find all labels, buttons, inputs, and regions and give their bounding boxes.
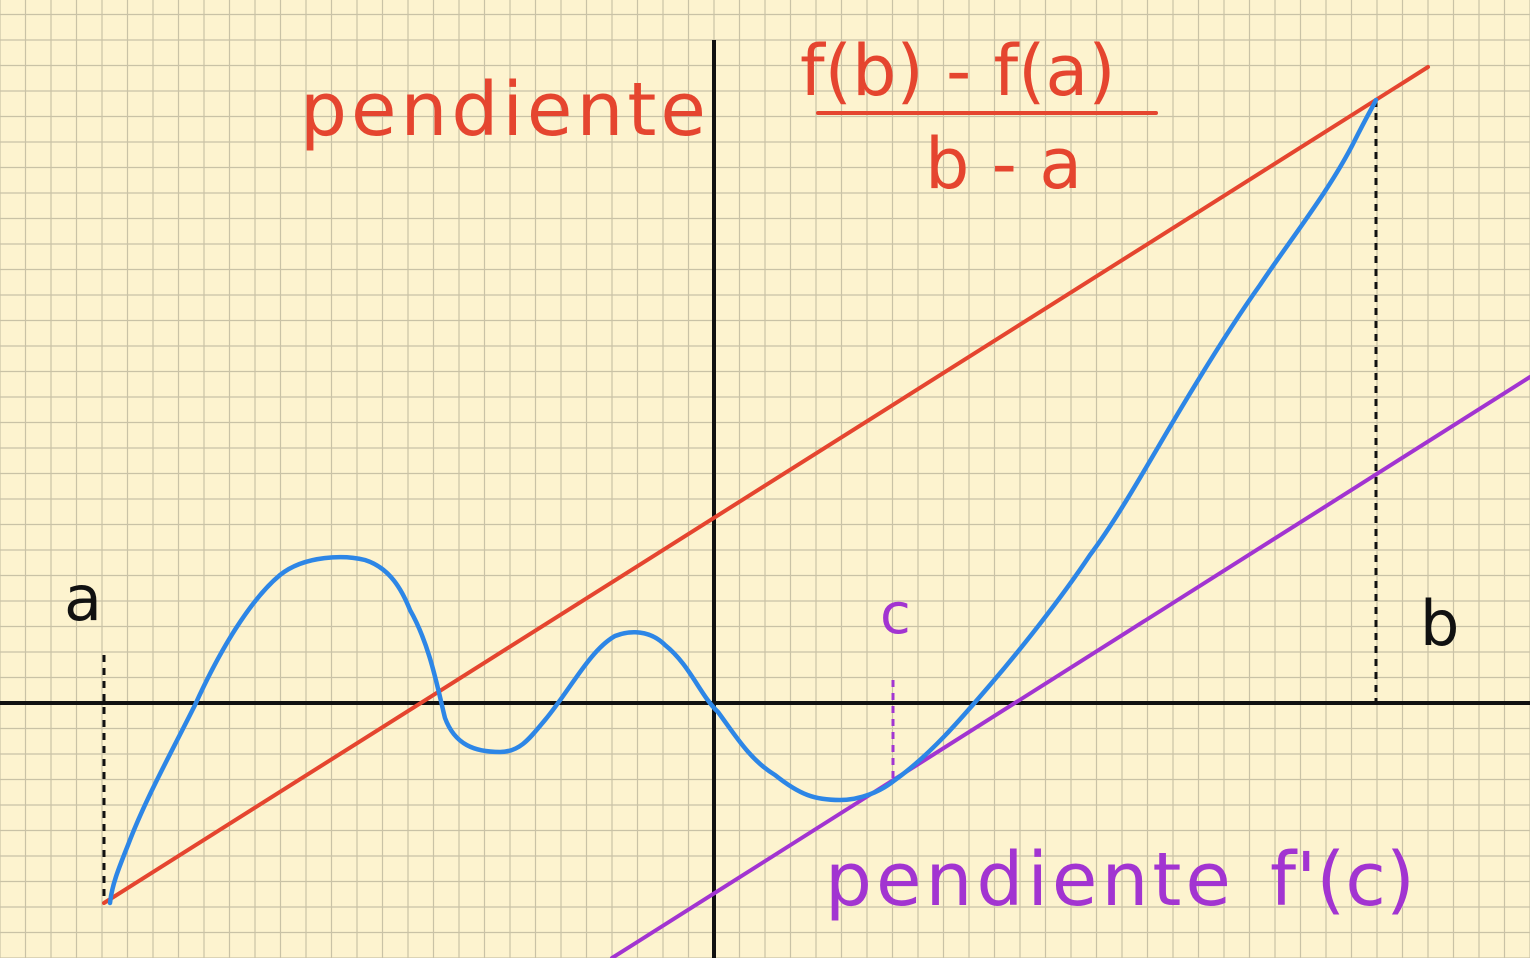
tangent-slope-word: pendiente (825, 837, 1235, 923)
label-c: c (880, 582, 911, 647)
secant-slope-numerator: f(b) - f(a) (800, 30, 1116, 112)
tangent-line (610, 375, 1530, 958)
label-b: b (1420, 587, 1459, 660)
secant-line (102, 65, 1430, 905)
label-a: a (64, 562, 102, 635)
function-curve (107, 97, 1379, 906)
tangent-slope-expr: f'(c) (1270, 837, 1415, 923)
secant-slope-word: pendiente (300, 67, 710, 153)
secant-slope-denominator: b - a (925, 123, 1082, 205)
